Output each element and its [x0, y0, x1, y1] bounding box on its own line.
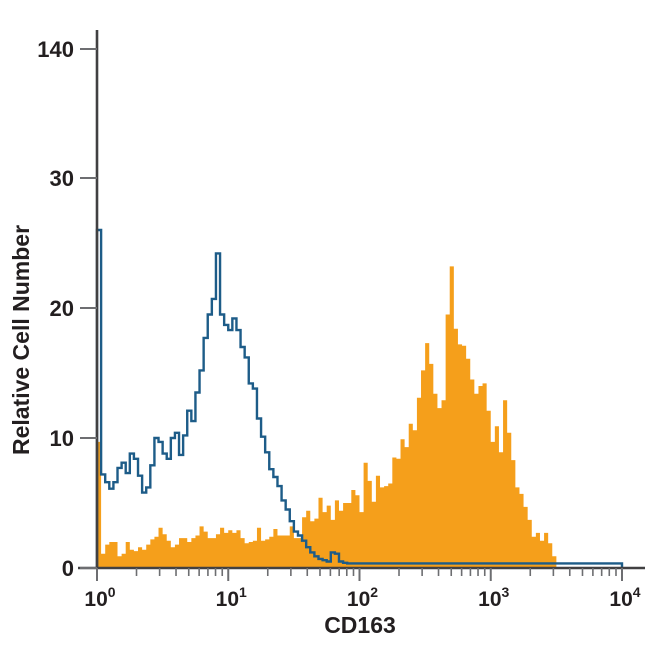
y-tick-label: 10	[50, 426, 74, 451]
x-tick-label: 103	[478, 584, 509, 611]
y-tick-label: 0	[62, 556, 74, 581]
x-tick-label: 101	[216, 584, 247, 611]
x-tick-label: 104	[609, 584, 640, 611]
y-axis-title: Relative Cell Number	[8, 224, 34, 456]
isotype-control-cells-histogram	[95, 228, 624, 568]
y-tick-label: 20	[50, 296, 74, 321]
y-tick-label: 30	[50, 166, 74, 191]
x-tick-label: 100	[84, 584, 115, 611]
cd163-stained-cells-histogram	[97, 266, 622, 568]
x-tick-label: 102	[347, 584, 378, 611]
x-axis-title: CD163	[324, 612, 396, 638]
y-tick-label: 140	[37, 37, 74, 62]
